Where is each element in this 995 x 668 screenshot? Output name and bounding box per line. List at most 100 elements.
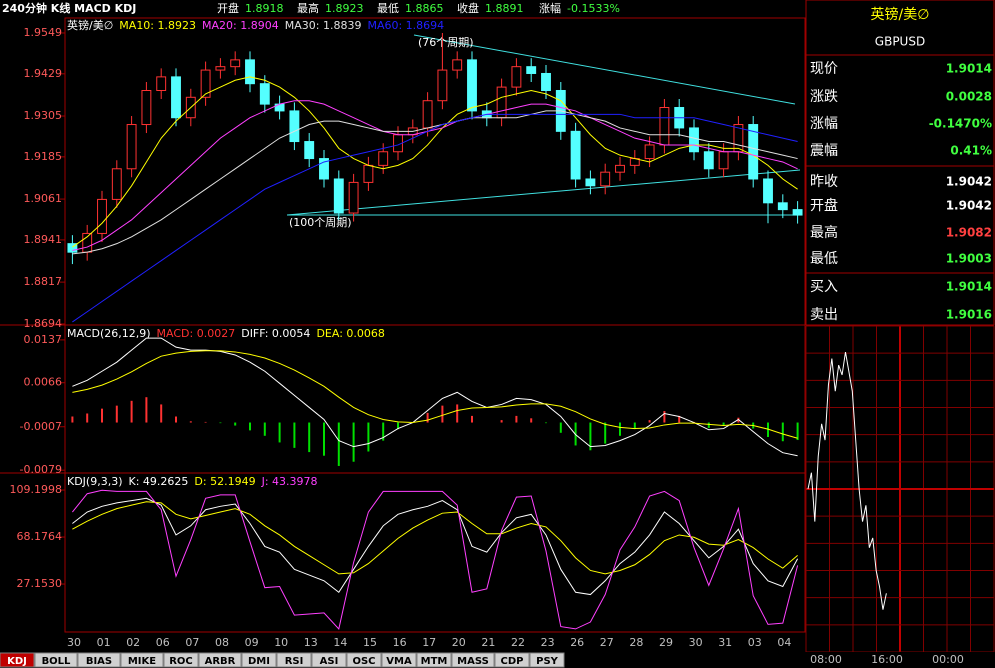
y-tick-label: 27.1530 (17, 577, 63, 590)
x-tick-label: 14 (333, 636, 347, 649)
series-line (72, 497, 799, 596)
quote-value: 1.8865 (405, 2, 444, 15)
tab-label[interactable]: ROC (169, 656, 193, 667)
tab-label[interactable]: RSI (285, 656, 304, 667)
y-tick-label: 0.0137 (24, 333, 63, 346)
trend-line (413, 34, 796, 105)
x-tick-label: 27 (600, 636, 614, 649)
quote-label: 现价 (810, 61, 838, 77)
y-tick-label: 1.9549 (24, 26, 63, 39)
tab-label[interactable]: OSC (352, 656, 375, 667)
tab[interactable] (529, 652, 565, 668)
candle-body (97, 198, 107, 234)
y-tick-label: 1.9061 (24, 192, 63, 205)
x-tick-label: 30 (689, 636, 703, 649)
tab[interactable] (120, 652, 164, 668)
tab-label[interactable]: PSY (536, 656, 559, 667)
quote-label: 最低 (377, 2, 399, 15)
candle-body (585, 178, 596, 187)
tab[interactable] (198, 652, 242, 668)
axis-band (806, 652, 994, 668)
header-title: 240分钟 K线 MACD KDJ (2, 1, 136, 15)
y-tick-label: 1.8694 (24, 317, 63, 330)
tab[interactable] (163, 652, 199, 668)
quote-value: 1.9042 (946, 199, 992, 213)
tab-label[interactable]: MASS (457, 656, 489, 667)
candle-body (245, 59, 255, 85)
quote-label: 最高 (810, 224, 838, 241)
trend-line (286, 169, 801, 216)
series-line (72, 489, 799, 630)
candle-body (67, 243, 78, 253)
tab[interactable] (276, 652, 312, 668)
tab-label[interactable]: BIAS (86, 656, 112, 667)
series-line (72, 337, 798, 457)
x-tick-label: 16:00 (871, 653, 903, 666)
candle-body (526, 66, 537, 74)
quote-value: -0.1470% (929, 117, 992, 131)
tab[interactable] (451, 652, 495, 668)
candle-body (363, 164, 374, 183)
tab[interactable] (241, 652, 277, 668)
annotation: (76个周期) (418, 36, 474, 49)
quote-value: 1.9042 (946, 175, 992, 189)
quote-value: 1.9014 (946, 62, 992, 76)
tab-label[interactable]: VMA (386, 656, 412, 667)
x-tick-label: 00:00 (932, 653, 964, 666)
series-line (72, 113, 798, 323)
quote-label: 涨幅 (539, 2, 561, 15)
quote-value: 1.9003 (946, 252, 992, 266)
tab-label[interactable]: MIKE (128, 656, 156, 667)
tab[interactable] (494, 652, 530, 668)
quote-label: 昨收 (810, 174, 838, 190)
candle-body (644, 144, 655, 160)
tab[interactable] (381, 652, 417, 668)
quote-value: -0.1533% (567, 2, 620, 15)
annotation: (100个周期) (289, 216, 352, 229)
tab[interactable] (416, 652, 452, 668)
candle-body (378, 151, 389, 166)
tab[interactable] (311, 652, 347, 668)
x-tick-label: 22 (511, 636, 525, 649)
y-tick-label: 109.1998 (10, 483, 63, 496)
tab-label[interactable]: MTM (421, 656, 448, 667)
candle-body (171, 76, 181, 119)
x-tick-label: 06 (156, 636, 170, 649)
tab-label[interactable]: KDJ (7, 656, 27, 667)
tab[interactable] (0, 652, 35, 668)
quote-value: 1.9016 (946, 308, 992, 322)
x-tick-label: 30 (67, 636, 81, 649)
tab-label[interactable]: CDP (501, 656, 524, 667)
legend-entry: MACD: 0.0027 (157, 327, 236, 340)
candle-body (156, 76, 167, 91)
x-tick-label: 10 (274, 636, 288, 649)
tab-label[interactable]: ASI (320, 656, 339, 667)
tab[interactable] (34, 652, 78, 668)
y-tick-label: 68.1764 (17, 530, 63, 543)
series-line (72, 501, 798, 575)
candle-body (467, 59, 477, 112)
legend-entry: D: 52.1949 (194, 475, 255, 488)
x-tick-label: 03 (748, 636, 762, 649)
tab-label[interactable]: DMI (248, 656, 270, 667)
x-tick-label: 01 (97, 636, 111, 649)
quote-label: 最低 (810, 251, 838, 267)
candle-body (570, 130, 581, 180)
y-tick-label: -0.0079 (20, 463, 62, 476)
x-tick-label: 20 (452, 636, 466, 649)
panel-title: KDJ(9,3,3) (67, 475, 123, 488)
x-tick-label: 16 (393, 636, 407, 649)
series-line (72, 76, 798, 248)
legend-entry: DEA: 0.0068 (316, 327, 384, 340)
tab-label[interactable]: BOLL (42, 656, 71, 667)
candle-body (452, 59, 463, 71)
x-tick-label: 28 (629, 636, 643, 649)
tab-label[interactable]: ARBR (205, 656, 236, 667)
tab[interactable] (346, 652, 382, 668)
x-tick-label: 07 (185, 636, 199, 649)
quote-label: 最高 (297, 1, 319, 15)
x-tick-label: 02 (126, 636, 140, 649)
candle-body (319, 158, 329, 180)
candle-body (111, 168, 122, 200)
tab[interactable] (77, 652, 121, 668)
